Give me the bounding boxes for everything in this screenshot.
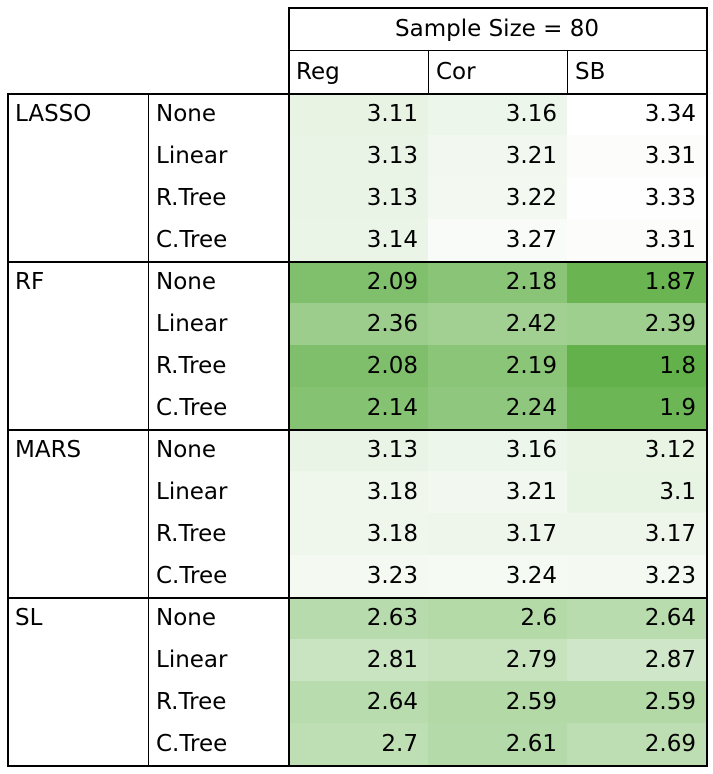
- data-cell: 2.39: [567, 303, 706, 345]
- column-divider: [567, 50, 568, 93]
- data-cell: 2.24: [428, 387, 567, 429]
- group-separator: [7, 597, 708, 599]
- data-cell: 3.31: [567, 219, 706, 261]
- data-cell: 3.33: [567, 177, 706, 219]
- column-divider: [428, 50, 429, 93]
- row-label: C.Tree: [156, 227, 228, 253]
- data-cell: 2.63: [288, 597, 428, 639]
- row-label: Linear: [156, 311, 228, 337]
- data-cell: 3.18: [288, 471, 428, 513]
- row-label: R.Tree: [156, 521, 227, 547]
- row-label: C.Tree: [156, 395, 228, 421]
- data-cell: 2.14: [288, 387, 428, 429]
- data-cell: 3.13: [288, 135, 428, 177]
- data-cell: 1.8: [567, 345, 706, 387]
- data-cell: 2.79: [428, 639, 567, 681]
- data-cell: 3.14: [288, 219, 428, 261]
- group-label: LASSO: [15, 101, 92, 127]
- header-border-left: [288, 7, 290, 50]
- data-cell: 3.21: [428, 471, 567, 513]
- data-cell: 2.64: [567, 597, 706, 639]
- row-label: None: [156, 269, 217, 295]
- row-label: Linear: [156, 647, 228, 673]
- data-column-divider: [288, 50, 290, 765]
- group-label: RF: [15, 269, 45, 295]
- row-label: R.Tree: [156, 353, 227, 379]
- data-cell: 3.27: [428, 219, 567, 261]
- data-cell: 2.09: [288, 261, 428, 303]
- row-label: C.Tree: [156, 731, 228, 757]
- data-cell: 1.87: [567, 261, 706, 303]
- data-cell: 3.11: [288, 93, 428, 135]
- data-cell: 2.08: [288, 345, 428, 387]
- data-cell: 3.21: [428, 135, 567, 177]
- data-cell: 2.59: [567, 681, 706, 723]
- data-cell: 3.1: [567, 471, 706, 513]
- data-cell: 3.17: [567, 513, 706, 555]
- header-border-top: [288, 7, 708, 9]
- data-cell: 1.9: [567, 387, 706, 429]
- row-label: None: [156, 437, 217, 463]
- data-cell: 3.23: [567, 555, 706, 597]
- data-cell: 2.81: [288, 639, 428, 681]
- row-label: None: [156, 605, 217, 631]
- data-cell: 3.31: [567, 135, 706, 177]
- data-cell: 3.16: [428, 429, 567, 471]
- row-label: Linear: [156, 143, 228, 169]
- header-divider: [288, 50, 708, 51]
- data-cell: 2.42: [428, 303, 567, 345]
- data-cell: 3.18: [288, 513, 428, 555]
- data-cell: 2.7: [288, 723, 428, 765]
- data-cell: 3.24: [428, 555, 567, 597]
- row-label: None: [156, 101, 217, 127]
- data-cell: 3.13: [288, 177, 428, 219]
- data-cell: 3.22: [428, 177, 567, 219]
- data-cell: 2.69: [567, 723, 706, 765]
- data-cell: 2.61: [428, 723, 567, 765]
- table-border-bottom: [7, 765, 708, 767]
- data-cell: 3.17: [428, 513, 567, 555]
- data-cell: 2.64: [288, 681, 428, 723]
- table-border-right: [706, 7, 708, 767]
- group-label: SL: [15, 605, 43, 631]
- row-label: C.Tree: [156, 563, 228, 589]
- group-label: MARS: [15, 437, 82, 463]
- row-label: R.Tree: [156, 185, 227, 211]
- row-label: R.Tree: [156, 689, 227, 715]
- column-header: Cor: [436, 58, 476, 85]
- table-border-top: [7, 93, 708, 95]
- data-cell: 3.16: [428, 93, 567, 135]
- column-header: SB: [575, 58, 606, 85]
- data-cell: 2.19: [428, 345, 567, 387]
- row-label: Linear: [156, 479, 228, 505]
- data-cell: 2.18: [428, 261, 567, 303]
- group-separator: [7, 261, 708, 263]
- data-cell: 2.87: [567, 639, 706, 681]
- data-cell: 2.6: [428, 597, 567, 639]
- group-separator: [7, 429, 708, 431]
- data-cell: 3.23: [288, 555, 428, 597]
- data-cell: 2.36: [288, 303, 428, 345]
- header-title: Sample Size = 80: [395, 15, 599, 42]
- data-cell: 2.59: [428, 681, 567, 723]
- column-header: Reg: [296, 58, 340, 85]
- data-cell: 3.13: [288, 429, 428, 471]
- data-cell: 3.34: [567, 93, 706, 135]
- data-cell: 3.12: [567, 429, 706, 471]
